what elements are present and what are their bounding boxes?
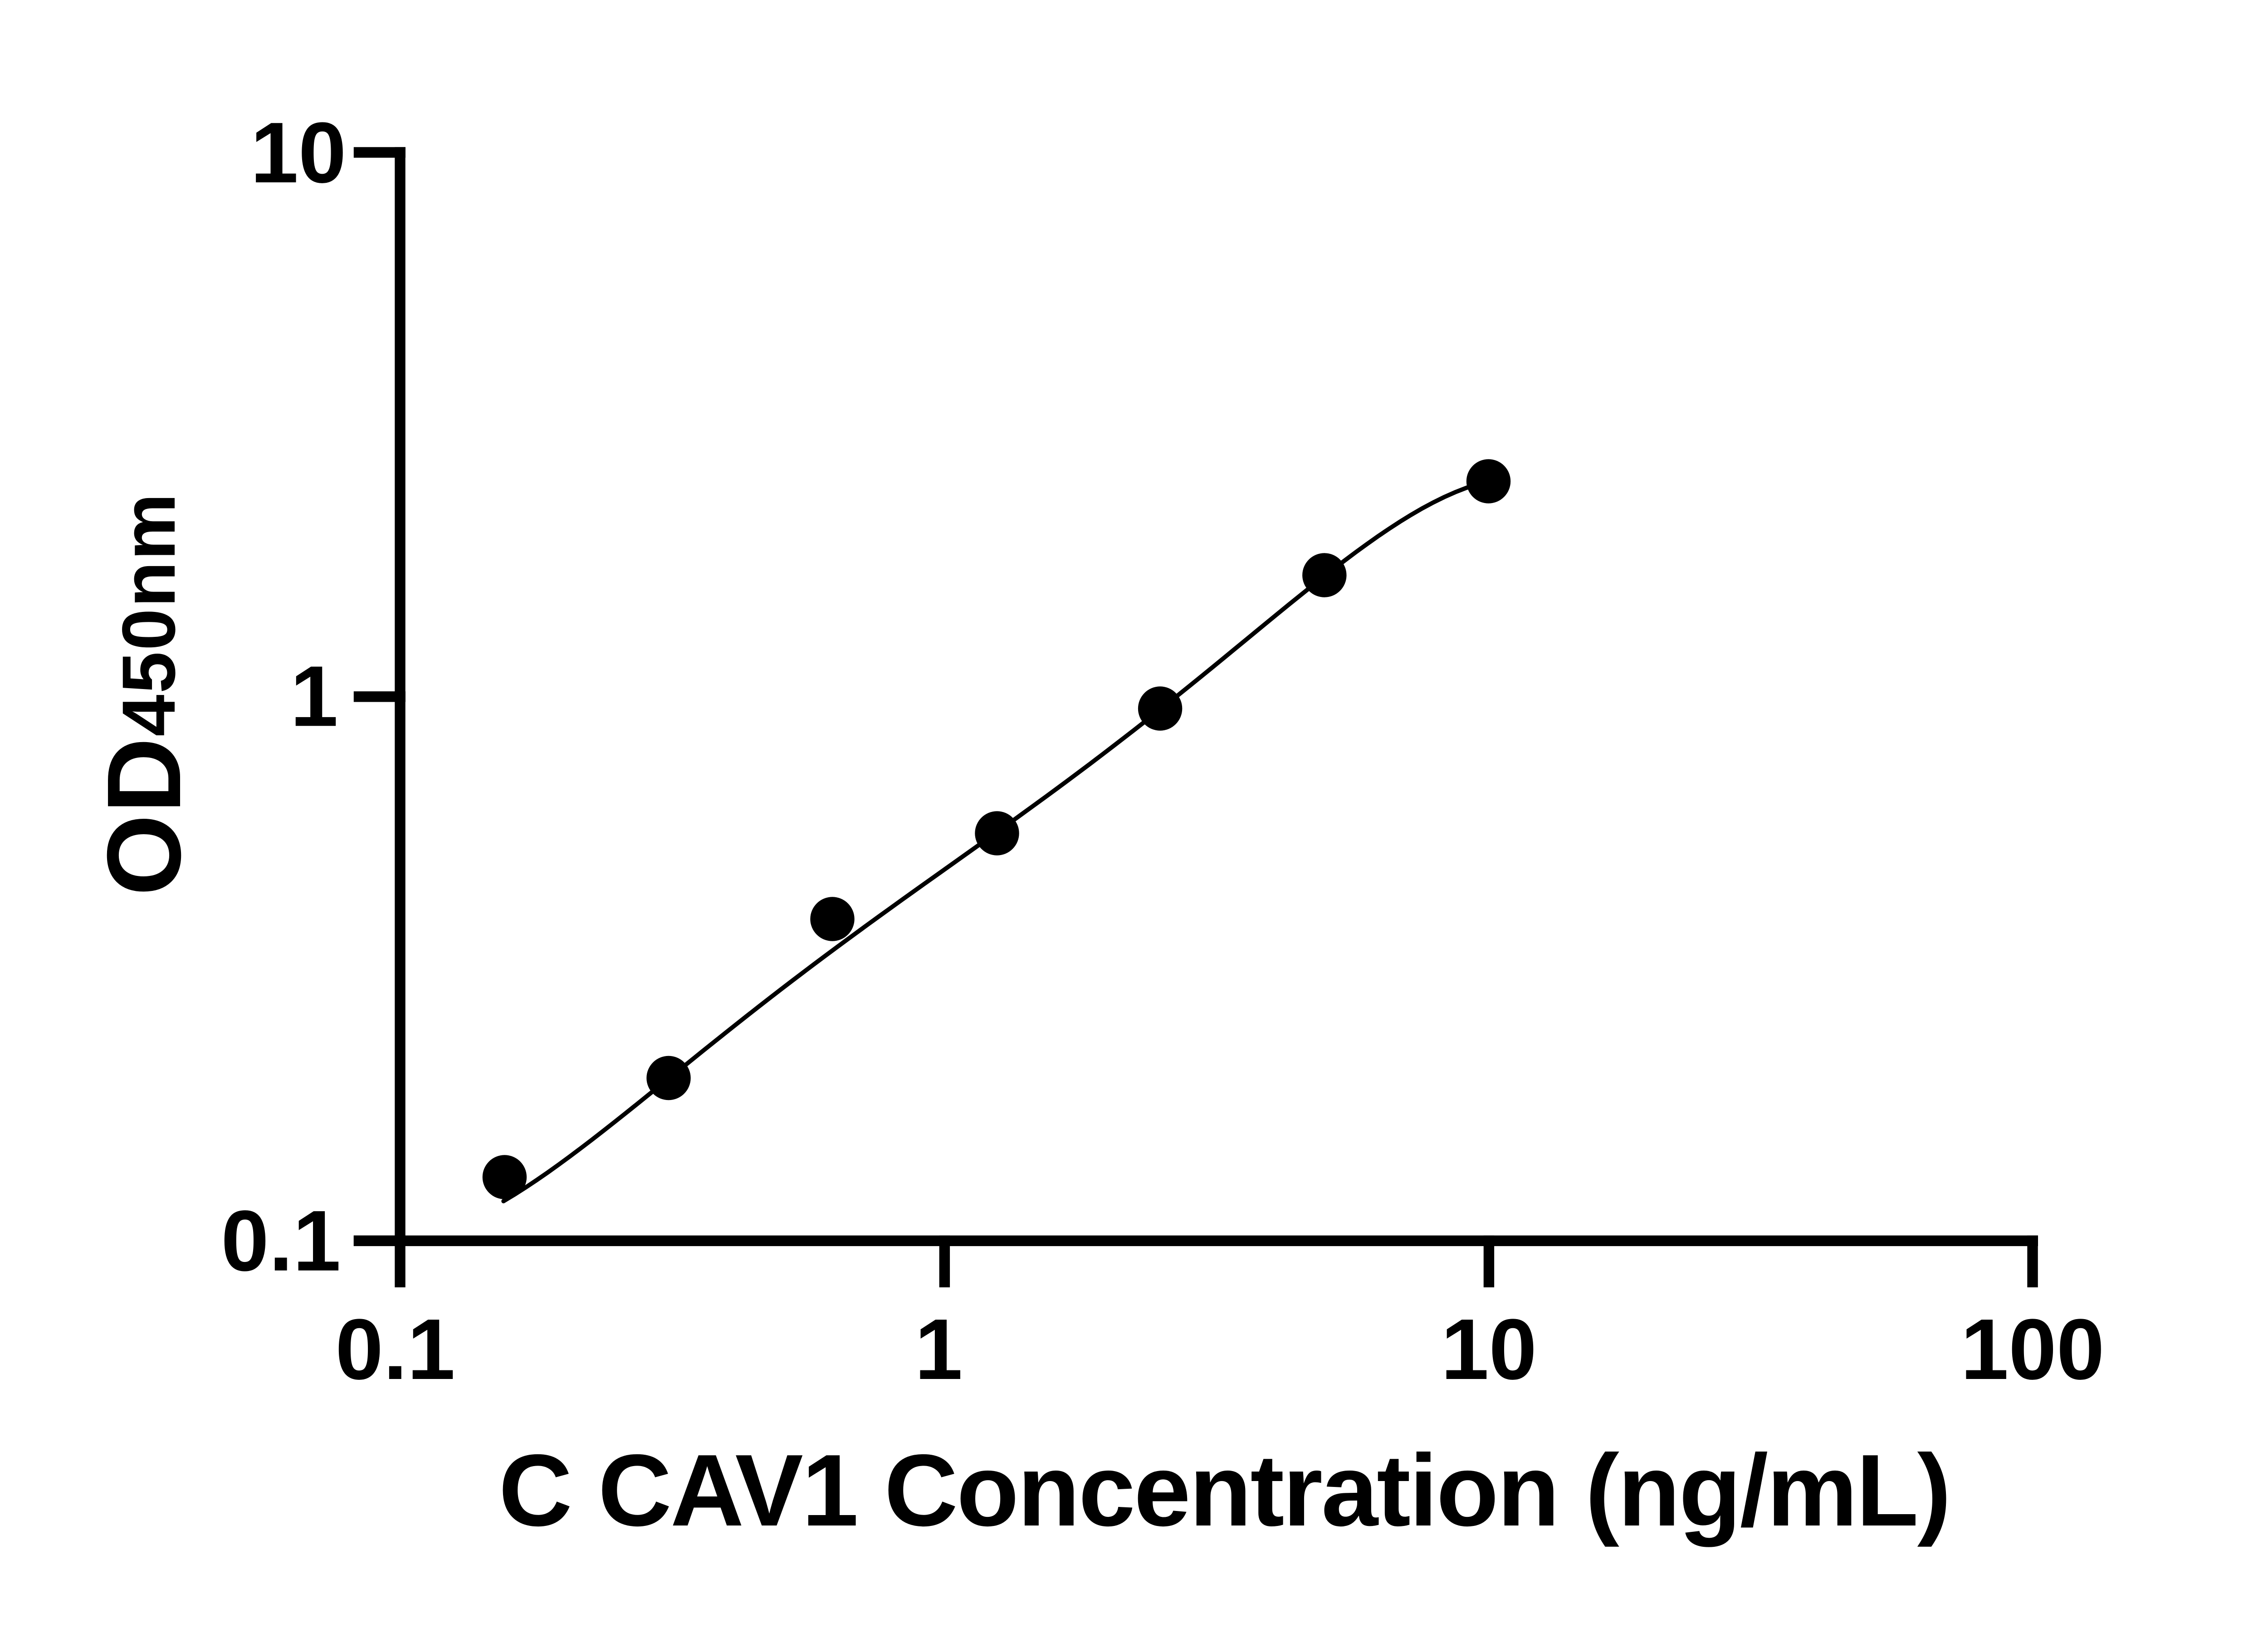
svg-text:C CAV1 Concentration (ng/mL): C CAV1 Concentration (ng/mL) [499, 1433, 1950, 1547]
svg-text:1: 1 [915, 1301, 963, 1398]
svg-text:10: 10 [1441, 1301, 1537, 1398]
svg-text:1: 1 [290, 648, 338, 744]
svg-text:0.1: 0.1 [221, 1193, 341, 1289]
svg-text:OD450nm: OD450nm [85, 492, 202, 896]
svg-text:100: 100 [1960, 1301, 2104, 1398]
svg-text:0.1: 0.1 [335, 1301, 455, 1398]
svg-text:10: 10 [250, 105, 346, 201]
